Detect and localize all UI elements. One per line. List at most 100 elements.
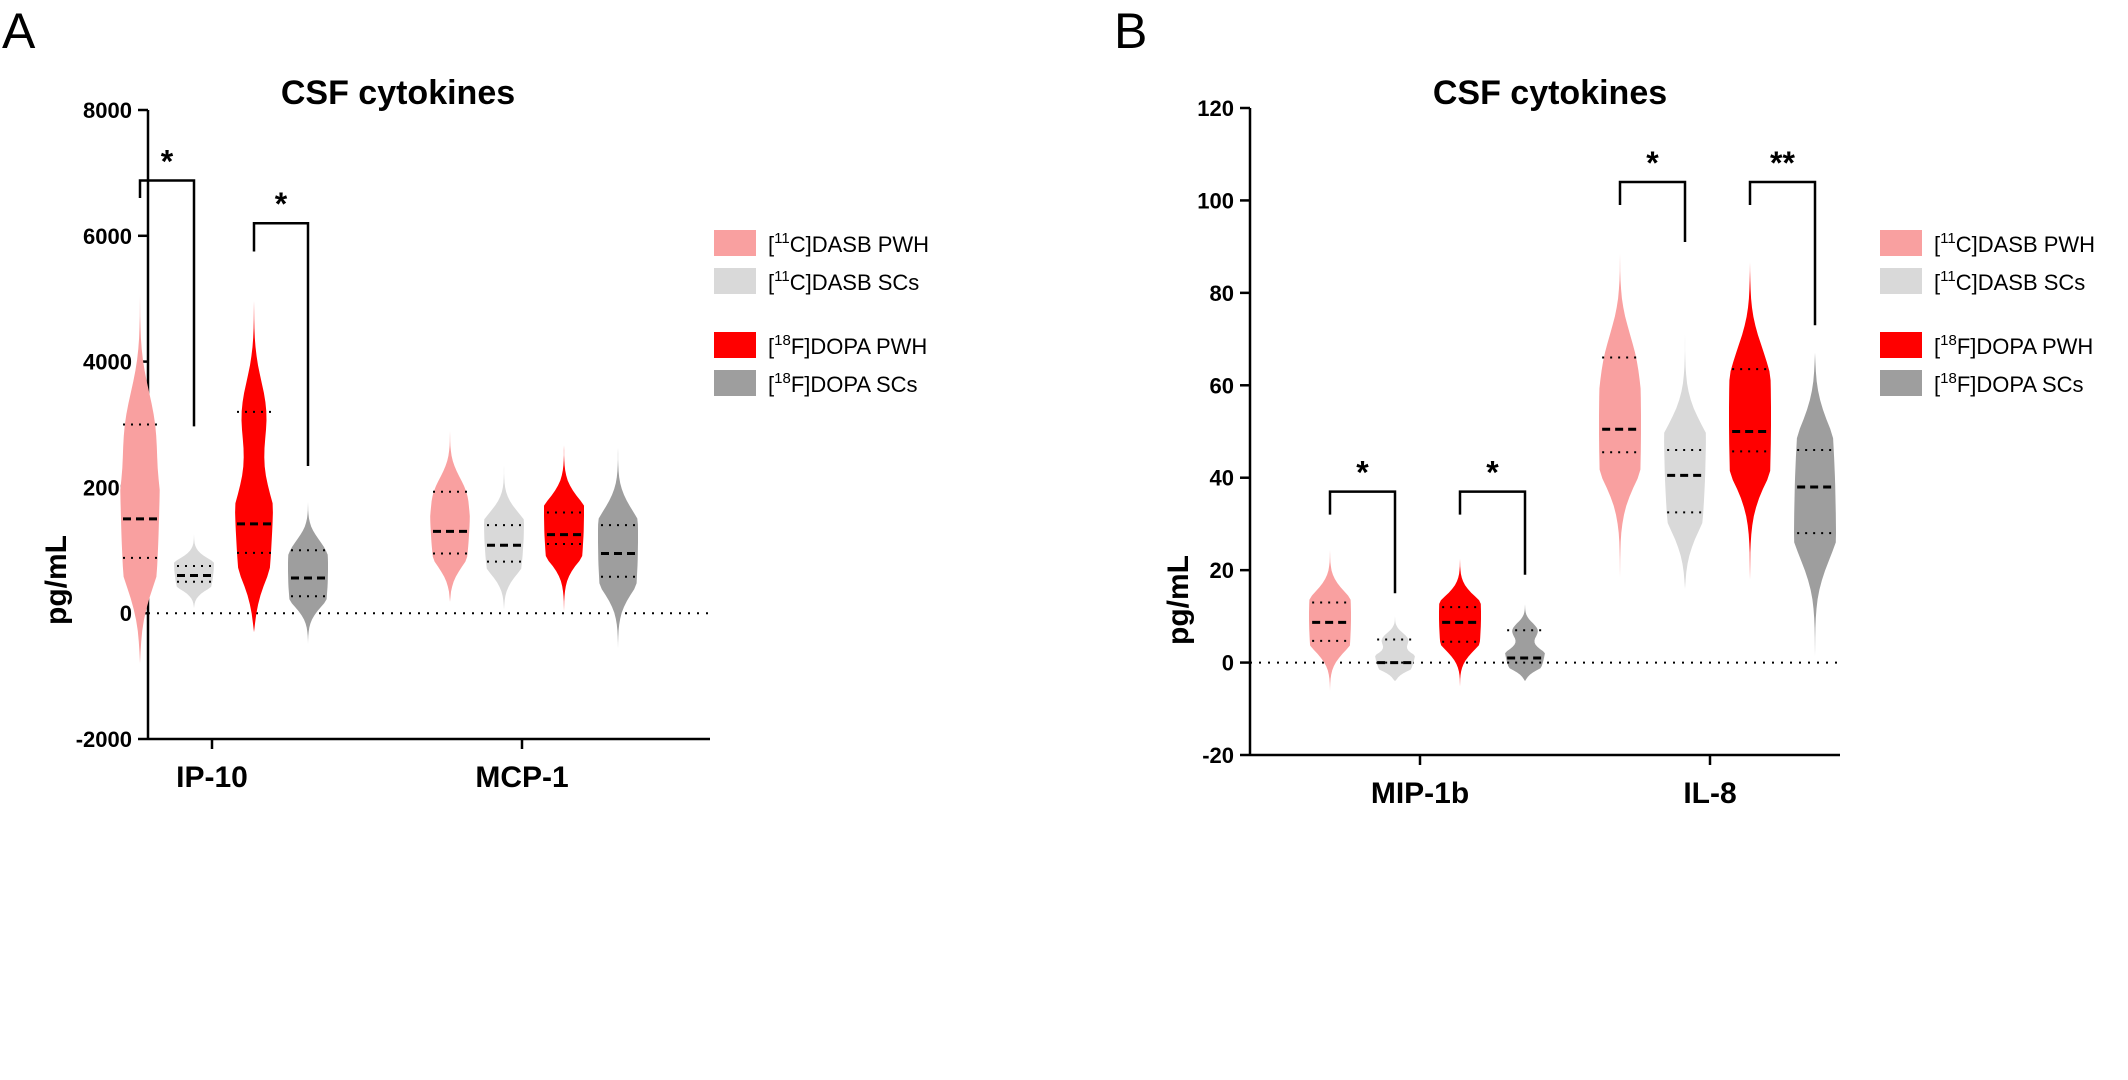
- violin-ip-10-dasb_sc-body: [174, 512, 214, 609]
- significance-bracket-line: [1458, 490, 1527, 575]
- violin-mcp-1-dasb_pwh: [430, 400, 470, 602]
- violin-ip-10-dopa_pwh-body: [235, 264, 273, 633]
- legend-label: [11C]DASB PWH: [768, 230, 929, 257]
- violin-mip-1b-dasb_sc-body: [1375, 604, 1415, 682]
- y-tick-label: 0: [120, 601, 132, 626]
- legend-label: [11C]DASB PWH: [1934, 230, 2095, 257]
- violin-il-8-dasb_sc: [1664, 260, 1706, 589]
- significance-bracket-line: [1618, 180, 1687, 243]
- y-tick-label: -20: [1202, 743, 1234, 768]
- legend-swatch: [1880, 230, 1922, 256]
- y-tick-label: 0: [1222, 651, 1234, 676]
- violin-mcp-1-dopa_pwh-body: [544, 410, 584, 612]
- significance-bracket: **: [1748, 145, 1817, 326]
- violin-mcp-1-dasb_sc-body: [484, 428, 524, 610]
- legend-item-dopa_pwh: [18F]DOPA PWH: [1880, 332, 2093, 359]
- violin-ip-10-dasb_pwh-body: [120, 229, 160, 664]
- legend-swatch: [1880, 268, 1922, 294]
- legend-item-dopa_sc: [18F]DOPA SCs: [1880, 370, 2084, 397]
- legend-item-dopa_pwh: [18F]DOPA PWH: [714, 332, 927, 359]
- violin-il-8-dasb_sc-body: [1664, 260, 1706, 589]
- violin-mcp-1-dasb_pwh-body: [430, 400, 470, 602]
- panel-a-y-axis-label: pg/mL: [40, 535, 73, 625]
- violin-il-8-dopa_pwh: [1729, 235, 1771, 598]
- x-category-label: IP-10: [176, 761, 248, 794]
- significance-label: *: [275, 186, 288, 222]
- panel-a: A CSF cytokines pg/mL -20000200040006000…: [2, 3, 929, 794]
- legend-label: [18F]DOPA SCs: [768, 370, 918, 397]
- significance-bracket-line: [138, 179, 196, 427]
- legend-item-dasb_sc: [11C]DASB SCs: [1880, 268, 2085, 295]
- violin-mip-1b-dasb_sc: [1375, 604, 1415, 682]
- significance-bracket: *: [138, 143, 196, 427]
- legend-item-dasb_pwh: [11C]DASB PWH: [714, 230, 929, 257]
- legend-label: [18F]DOPA SCs: [1934, 370, 2084, 397]
- panel-a-legend: [11C]DASB PWH [11C]DASB SCs [18F]DOPA PWH […: [714, 230, 929, 397]
- legend-item-dopa_sc: [18F]DOPA SCs: [714, 370, 918, 397]
- panel-b-title: CSF cytokines: [1433, 74, 1667, 112]
- violin-mcp-1-dasb_sc: [484, 428, 524, 610]
- legend-swatch: [1880, 332, 1922, 358]
- violin-il-8-dopa_sc-body: [1794, 352, 1836, 732]
- violin-il-8-dasb_pwh: [1599, 244, 1641, 605]
- legend-swatch: [714, 230, 756, 256]
- x-category-label: MCP-1: [475, 761, 568, 794]
- significance-label: *: [1356, 455, 1369, 491]
- violin-mip-1b-dopa_sc: [1505, 595, 1545, 682]
- violin-il-8-dopa_sc: [1794, 352, 1836, 732]
- legend-swatch: [714, 370, 756, 396]
- significance-bracket-line: [1328, 490, 1397, 594]
- violin-il-8-dopa_pwh-body: [1729, 235, 1771, 598]
- significance-bracket: *: [252, 186, 310, 467]
- panel-b-y-axis-label: pg/mL: [1162, 555, 1195, 645]
- legend-swatch: [1880, 370, 1922, 396]
- significance-label: *: [1646, 145, 1659, 181]
- violin-ip-10-dopa_sc-body: [288, 486, 328, 648]
- legend-label: [11C]DASB SCs: [1934, 268, 2085, 295]
- panel-b-legend: [11C]DASB PWH [11C]DASB SCs [18F]DOPA PWH […: [1880, 230, 2095, 397]
- significance-bracket-line: [1748, 180, 1817, 326]
- significance-bracket: *: [1328, 455, 1397, 594]
- violin-mip-1b-dopa_pwh-body: [1439, 540, 1481, 691]
- y-tick-label: -2000: [76, 727, 132, 752]
- panel-a-letter: A: [2, 3, 36, 59]
- legend-swatch: [714, 268, 756, 294]
- violin-mip-1b-dasb_pwh-body: [1309, 533, 1351, 700]
- significance-bracket-line: [252, 221, 310, 467]
- panel-a-title: CSF cytokines: [281, 74, 515, 112]
- y-tick-label: 40: [1210, 466, 1234, 491]
- legend-label: [18F]DOPA PWH: [768, 332, 927, 359]
- legend-item-dasb_pwh: [11C]DASB PWH: [1880, 230, 2095, 257]
- legend-label: [11C]DASB SCs: [768, 268, 919, 295]
- x-category-label: MIP-1b: [1371, 777, 1469, 810]
- y-tick-label: 60: [1210, 373, 1234, 398]
- legend-item-dasb_sc: [11C]DASB SCs: [714, 268, 919, 295]
- violin-ip-10-dopa_sc: [288, 486, 328, 648]
- violin-mip-1b-dasb_pwh: [1309, 533, 1351, 700]
- panel-b: B CSF cytokines pg/mL -20 0 20 40 60 80 100 120…: [1114, 3, 2095, 810]
- violin-mip-1b-dopa_sc-body: [1505, 595, 1545, 682]
- y-tick-label: 6000: [83, 224, 132, 249]
- violin-ip-10-dopa_pwh: [235, 264, 273, 633]
- y-tick-label: 80: [1210, 281, 1234, 306]
- significance-label: *: [1486, 455, 1499, 491]
- y-tick-label: 8000: [83, 98, 132, 123]
- violin-ip-10-dasb_sc: [174, 512, 214, 609]
- violin-mip-1b-dopa_pwh: [1439, 540, 1481, 691]
- significance-label: **: [1770, 145, 1795, 181]
- significance-label: *: [161, 143, 174, 179]
- violin-ip-10-dasb_pwh: [120, 229, 160, 664]
- y-tick-label: 120: [1197, 96, 1234, 121]
- panel-b-letter: B: [1114, 3, 1147, 59]
- y-tick-label: 4000: [83, 350, 132, 375]
- violin-mcp-1-dopa_sc-body: [598, 418, 638, 655]
- y-tick-label: 20: [1210, 558, 1234, 583]
- violin-mcp-1-dopa_sc: [598, 418, 638, 655]
- significance-bracket: *: [1458, 455, 1527, 575]
- significance-bracket: *: [1618, 145, 1687, 243]
- legend-swatch: [714, 332, 756, 358]
- x-category-label: IL-8: [1683, 777, 1736, 810]
